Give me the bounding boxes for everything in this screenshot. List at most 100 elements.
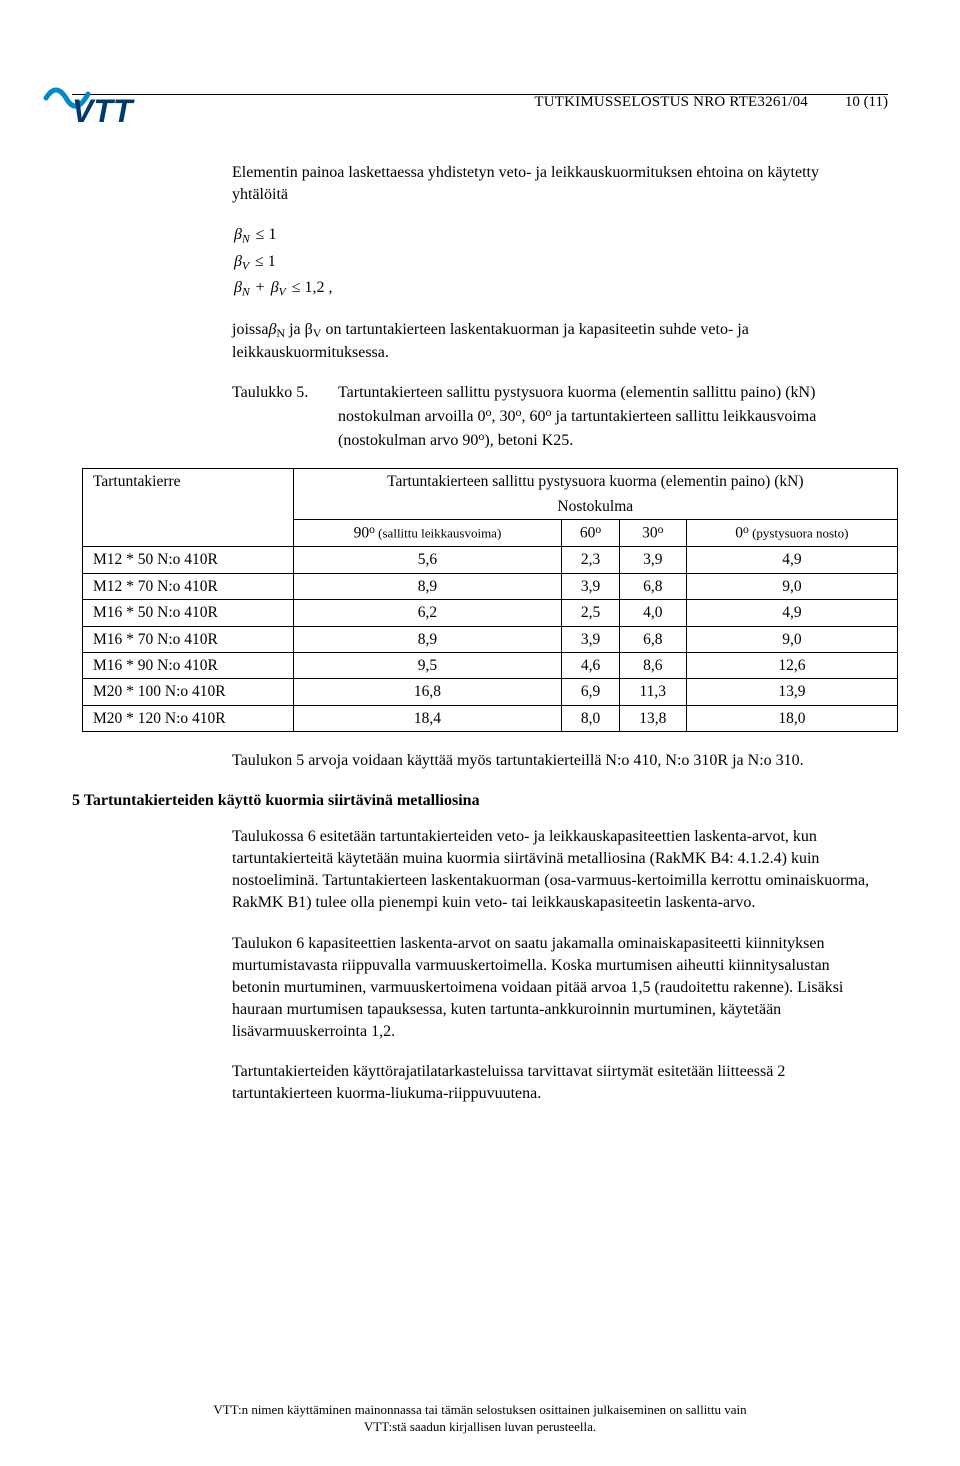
- cell-60: 3,9: [562, 573, 619, 599]
- cell-90: 8,9: [293, 626, 562, 652]
- text: joissa: [232, 321, 268, 338]
- footer-line-2: VTT:stä saadun kirjallisen luvan peruste…: [0, 1418, 960, 1436]
- cell-name: M12 * 70 N:o 410R: [83, 573, 294, 599]
- cell-30: 13,8: [619, 705, 686, 731]
- content-area: Elementin painoa laskettaessa yhdistetyn…: [72, 162, 888, 1105]
- col-head-tartuntakierre: Tartuntakierre: [83, 468, 294, 547]
- table-5: Tartuntakierre Tartuntakierteen sallittu…: [82, 468, 898, 732]
- cell-30: 4,0: [619, 600, 686, 626]
- text: 90: [354, 525, 370, 542]
- cell-30: 6,8: [619, 573, 686, 599]
- cell-0: 4,9: [686, 547, 897, 573]
- table-row: M20 * 100 N:o 410R16,86,911,313,9: [83, 679, 898, 705]
- cell-0: 9,0: [686, 626, 897, 652]
- text: 30: [642, 525, 658, 542]
- cell-90: 16,8: [293, 679, 562, 705]
- data-table: Tartuntakierre Tartuntakierteen sallittu…: [82, 468, 898, 732]
- logo-text: VTT: [72, 93, 135, 129]
- cell-0: 9,0: [686, 573, 897, 599]
- eq-op: +: [250, 279, 271, 296]
- eq-beta: β: [271, 279, 279, 296]
- section-heading-5: 5 Tartuntakierteiden käyttö kuormia siir…: [72, 790, 878, 812]
- eq-line-3: βN + βV ≤ 1,2 ,: [234, 277, 878, 301]
- col-head-60: 60o: [562, 520, 619, 547]
- eq-sub: V: [279, 286, 286, 298]
- table-row: M12 * 50 N:o 410R5,62,33,94,9: [83, 547, 898, 573]
- cell-name: M12 * 50 N:o 410R: [83, 547, 294, 573]
- cell-0: 12,6: [686, 652, 897, 678]
- cell-60: 6,9: [562, 679, 619, 705]
- doc-title: TUTKIMUSSELOSTUS NRO RTE3261/04: [534, 94, 808, 111]
- eq-sub: N: [276, 326, 285, 340]
- table-caption: Tartuntakierteen sallittu pystysuora kuo…: [338, 382, 878, 452]
- eq-sub: V: [242, 260, 249, 272]
- equations: βN ≤ 1 βV ≤ 1 βN + βV ≤ 1,2 ,: [232, 224, 878, 301]
- cell-30: 6,8: [619, 626, 686, 652]
- paragraph-intro: Elementin painoa laskettaessa yhdistetyn…: [232, 162, 878, 206]
- degree-symbol: o: [595, 523, 601, 536]
- table-row: M20 * 120 N:o 410R18,48,013,818,0: [83, 705, 898, 731]
- text: , 60: [522, 408, 546, 425]
- cell-60: 4,6: [562, 652, 619, 678]
- cell-name: M20 * 120 N:o 410R: [83, 705, 294, 731]
- page-footer: VTT:n nimen käyttäminen mainonnassa tai …: [0, 1401, 960, 1436]
- degree-symbol: o: [658, 523, 664, 536]
- eq-op: ≤ 1,2 ,: [286, 279, 335, 296]
- page-header: VTT TUTKIMUSSELOSTUS NRO RTE3261/04 10 (…: [72, 94, 888, 154]
- eq-beta: β: [234, 253, 242, 270]
- table-row: M16 * 70 N:o 410R8,93,96,89,0: [83, 626, 898, 652]
- table-number: Taulukko 5.: [232, 382, 338, 452]
- cell-60: 2,3: [562, 547, 619, 573]
- table-row: M16 * 50 N:o 410R6,22,54,04,9: [83, 600, 898, 626]
- vtt-logo: VTT: [42, 76, 182, 137]
- col-head-90: 90o (sallittu leikkausvoima): [293, 520, 562, 547]
- cell-60: 3,9: [562, 626, 619, 652]
- text: , 30: [492, 408, 516, 425]
- footer-line-1: VTT:n nimen käyttäminen mainonnassa tai …: [0, 1401, 960, 1419]
- page: VTT TUTKIMUSSELOSTUS NRO RTE3261/04 10 (…: [0, 0, 960, 1466]
- text: 0: [735, 525, 743, 542]
- cell-30: 11,3: [619, 679, 686, 705]
- text: ja β: [285, 321, 313, 338]
- eq-op: ≤ 1: [249, 253, 278, 270]
- cell-name: M20 * 100 N:o 410R: [83, 679, 294, 705]
- cell-0: 4,9: [686, 600, 897, 626]
- text: (sallittu leikkausvoima): [375, 526, 501, 541]
- col-head-merged: Tartuntakierteen sallittu pystysuora kuo…: [293, 468, 897, 494]
- cell-30: 3,9: [619, 547, 686, 573]
- cell-name: M16 * 50 N:o 410R: [83, 600, 294, 626]
- table-row: M16 * 90 N:o 410R9,54,68,612,6: [83, 652, 898, 678]
- cell-name: M16 * 90 N:o 410R: [83, 652, 294, 678]
- cell-90: 9,5: [293, 652, 562, 678]
- paragraph-6: Tartuntakierteiden käyttörajatilatarkast…: [232, 1061, 878, 1105]
- cell-30: 8,6: [619, 652, 686, 678]
- paragraph-4: Taulukossa 6 esitetään tartuntakierteide…: [232, 826, 878, 914]
- eq-line-2: βV ≤ 1: [234, 251, 878, 275]
- table-row: Tartuntakierre Tartuntakierteen sallittu…: [83, 468, 898, 494]
- cell-90: 6,2: [293, 600, 562, 626]
- cell-name: M16 * 70 N:o 410R: [83, 626, 294, 652]
- col-head-0: 0o (pystysuora nosto): [686, 520, 897, 547]
- eq-beta: β: [234, 279, 242, 296]
- col-head-30: 30o: [619, 520, 686, 547]
- text: ), betoni K25.: [484, 432, 573, 449]
- eq-sub: N: [242, 286, 250, 298]
- cell-0: 18,0: [686, 705, 897, 731]
- table-row: M12 * 70 N:o 410R8,93,96,89,0: [83, 573, 898, 599]
- cell-90: 5,6: [293, 547, 562, 573]
- cell-0: 13,9: [686, 679, 897, 705]
- page-number: 10 (11): [845, 94, 888, 111]
- cell-90: 18,4: [293, 705, 562, 731]
- text: 60: [580, 525, 596, 542]
- paragraph-where: joissaβN ja βV on tartuntakierteen laske…: [232, 319, 878, 364]
- eq-beta: β: [234, 226, 242, 243]
- text: (pystysuora nosto): [749, 526, 849, 541]
- eq-line-1: βN ≤ 1: [234, 224, 878, 248]
- col-head-nostokulma: Nostokulma: [293, 494, 897, 520]
- cell-60: 2,5: [562, 600, 619, 626]
- paragraph-note: Taulukon 5 arvoja voidaan käyttää myös t…: [232, 750, 878, 772]
- table-caption-block: Taulukko 5. Tartuntakierteen sallittu py…: [232, 382, 878, 452]
- eq-sub: N: [242, 234, 250, 246]
- cell-90: 8,9: [293, 573, 562, 599]
- eq-op: ≤ 1: [250, 226, 279, 243]
